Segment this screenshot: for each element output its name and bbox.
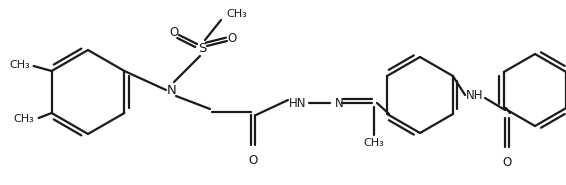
Text: N: N — [335, 97, 344, 110]
Text: CH₃: CH₃ — [226, 9, 247, 19]
Text: O: O — [248, 154, 258, 167]
Text: N: N — [167, 83, 177, 97]
Text: HN: HN — [289, 97, 307, 110]
Text: CH₃: CH₃ — [13, 114, 33, 124]
Text: NH: NH — [466, 88, 484, 102]
Text: O: O — [228, 31, 237, 45]
Text: S: S — [198, 41, 206, 55]
Text: CH₃: CH₃ — [9, 60, 29, 70]
Text: CH₃: CH₃ — [363, 138, 384, 148]
Text: O: O — [503, 156, 512, 169]
Text: O: O — [169, 26, 179, 38]
